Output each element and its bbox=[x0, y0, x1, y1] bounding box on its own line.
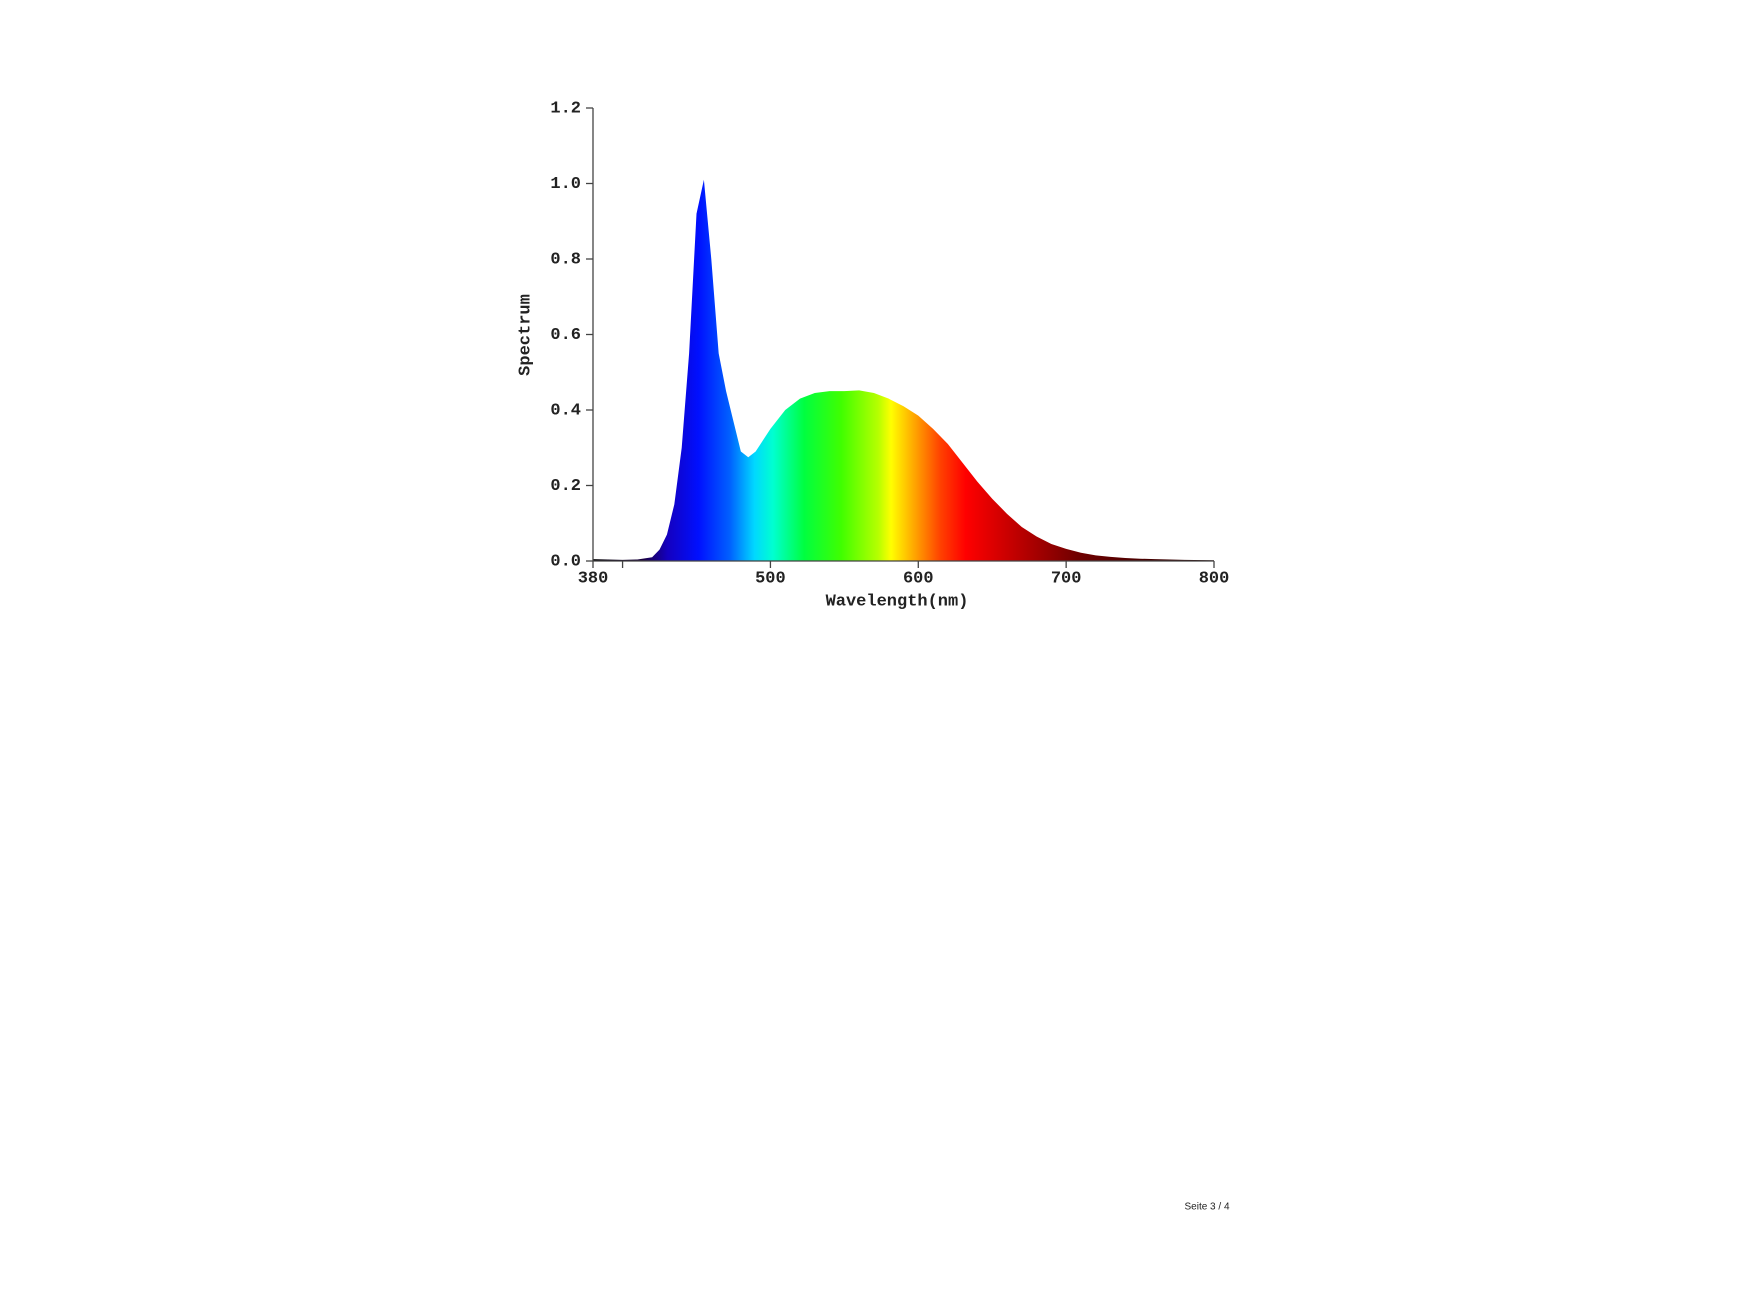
y-tick-label: 0.2 bbox=[550, 477, 581, 496]
plot: 0.0 0.2 0.4 0.6 0.8 1.0 1.2 380 500 600 700 800 bbox=[550, 99, 1229, 588]
y-tick-label: 0.6 bbox=[550, 326, 581, 345]
spectrum-area bbox=[593, 179, 1214, 561]
x-tick-label: 500 bbox=[755, 569, 786, 588]
page-footer: Seite 3 / 4 bbox=[1184, 1202, 1229, 1213]
y-tick-label: 0.8 bbox=[550, 250, 581, 269]
x-tick-label: 380 bbox=[578, 569, 609, 588]
y-axis-label: Spectrum bbox=[516, 294, 535, 376]
y-tick-label: 1.0 bbox=[550, 175, 581, 194]
y-tick-label: 0.4 bbox=[550, 401, 581, 420]
x-axis-label: Wavelength(nm) bbox=[826, 592, 969, 611]
x-tick-label: 600 bbox=[903, 569, 934, 588]
x-tick-label: 700 bbox=[1051, 569, 1082, 588]
x-tick-label: 800 bbox=[1199, 569, 1230, 588]
y-tick-label: 0.0 bbox=[550, 552, 581, 571]
y-tick-label: 1.2 bbox=[550, 99, 581, 118]
